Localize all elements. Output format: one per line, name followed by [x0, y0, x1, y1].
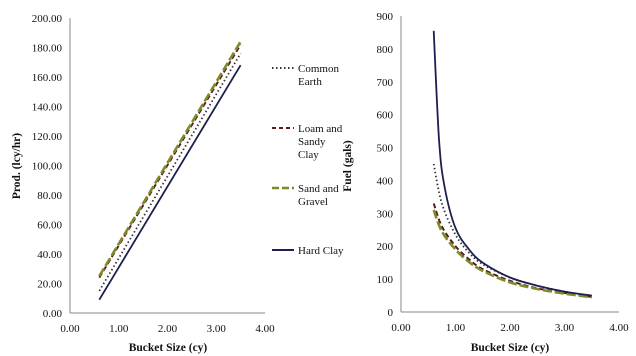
- production-chart: 0.00 1.00 2.00 3.00 4.00 0.00 20.00 40.00 60.00…: [11, 13, 275, 354]
- series-line-sand-and-gravel: [432, 209, 592, 299]
- x-tick-label: 3.00: [555, 322, 575, 334]
- y-tick-label: 500: [377, 143, 394, 155]
- y-tick-label: 0.00: [43, 308, 63, 320]
- y-tick-label: 40.00: [37, 249, 62, 261]
- y-tick-label: 20.00: [37, 279, 62, 291]
- x-tick-label: 4.00: [255, 323, 275, 335]
- legend-label-loam-line1: Loam and: [298, 123, 343, 135]
- legend-label-loam-line2: Sandy: [298, 136, 326, 148]
- legend-label-common-earth-line1: Common: [298, 63, 339, 75]
- legend-label-loam: Loam and Sandy Clay: [298, 123, 345, 161]
- x-tick-label: 0.00: [60, 323, 80, 335]
- series-line-sand-and-gravel: [98, 40, 242, 277]
- legend: Common Earth Loam and Sandy Clay Sand an…: [272, 63, 345, 257]
- x-tick-label: 4.00: [609, 322, 629, 334]
- y-tick-label: 800: [377, 44, 394, 56]
- y-tick-label: 600: [377, 110, 394, 122]
- y-tick-label: 100.00: [32, 161, 63, 173]
- x-axis-title: Bucket Size (cy): [471, 342, 550, 354]
- fuel-chart: 0.00 1.00 2.00 3.00 4.00 0 100 200 300 400 500 600…: [342, 11, 629, 354]
- x-tick-label: 1.00: [109, 323, 129, 335]
- y-axis-title: Fuel (gals): [342, 140, 354, 192]
- series-line-hard-clay: [98, 64, 242, 301]
- y-tick-label: 200.00: [32, 13, 63, 25]
- y-tick-label: 700: [377, 77, 394, 89]
- y-tick-label: 300: [377, 208, 394, 220]
- y-tick-label: 900: [377, 11, 394, 23]
- x-tick-label: 0.00: [391, 322, 411, 334]
- legend-label-common-earth-line2: Earth: [298, 76, 322, 88]
- y-tick-label: 80.00: [37, 190, 62, 202]
- legend-label-sand-gravel-line2: Gravel: [298, 196, 328, 208]
- legend-label-sand-gravel: Sand and Gravel: [298, 183, 341, 208]
- y-tick-label: 100: [377, 274, 394, 286]
- y-tick-label: 140.00: [32, 102, 63, 114]
- y-tick-label: 0: [388, 307, 394, 319]
- x-tick-label: 1.00: [446, 322, 466, 334]
- y-tick-label: 160.00: [32, 72, 63, 84]
- legend-label-sand-gravel-line1: Sand and: [298, 183, 339, 195]
- legend-label-loam-line3: Clay: [298, 149, 319, 161]
- y-tick-label: 400: [377, 175, 394, 187]
- y-axis-title: Prod. (lcy/hr): [11, 133, 23, 199]
- legend-label-common-earth: Common Earth: [298, 63, 342, 88]
- x-tick-label: 3.00: [207, 323, 227, 335]
- series-line-hard-clay: [432, 30, 592, 297]
- y-tick-label: 200: [377, 241, 394, 253]
- y-tick-label: 180.00: [32, 43, 63, 55]
- y-tick-label: 60.00: [37, 220, 62, 232]
- legend-label-hard-clay: Hard Clay: [298, 245, 344, 257]
- x-axis-title: Bucket Size (cy): [129, 342, 208, 354]
- x-tick-label: 2.00: [500, 322, 520, 334]
- y-tick-label: 120.00: [32, 131, 63, 143]
- x-tick-label: 2.00: [158, 323, 178, 335]
